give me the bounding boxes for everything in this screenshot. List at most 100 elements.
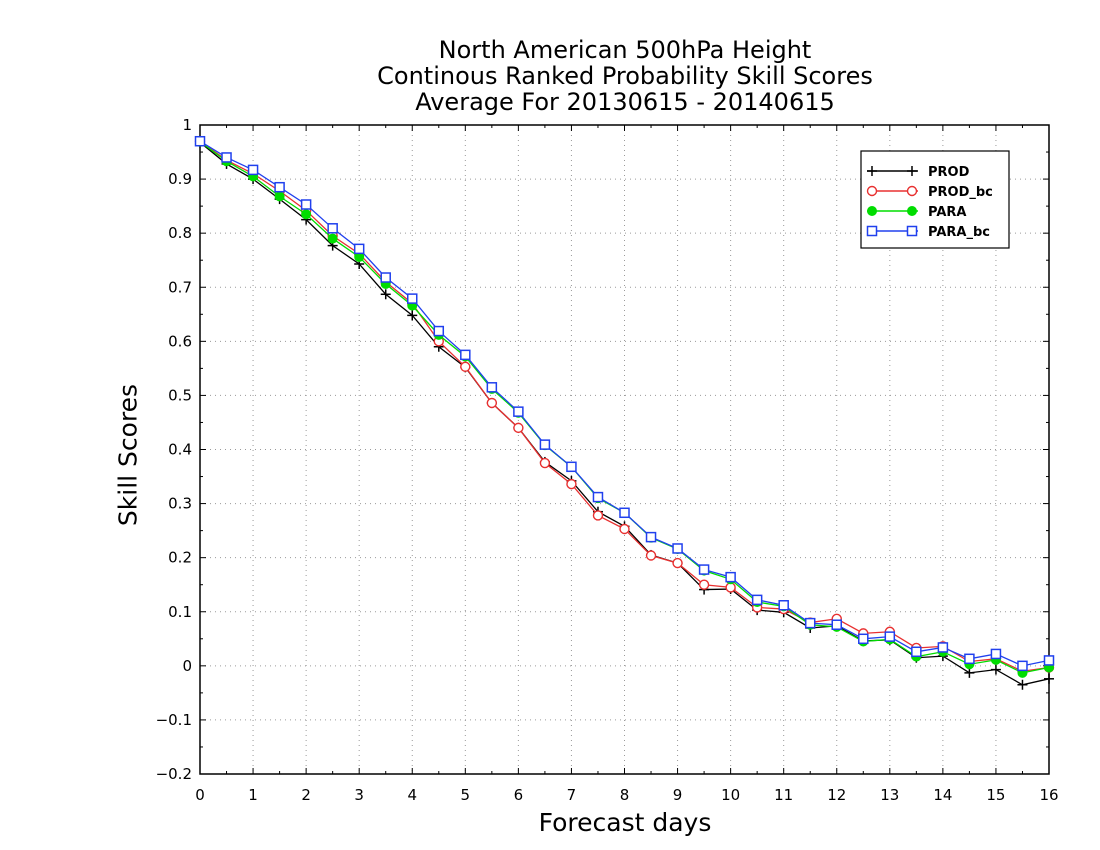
data-point [486, 382, 498, 393]
x-tick-label: 11 [774, 786, 793, 804]
data-point [990, 664, 1001, 675]
x-tick-label: 6 [514, 786, 524, 804]
x-tick-label: 10 [721, 786, 740, 804]
data-point [274, 191, 285, 202]
data-point [539, 439, 551, 450]
y-axis-label: Skill Scores [113, 383, 143, 527]
data-point [460, 361, 471, 372]
y-tick-label: −0.2 [156, 765, 192, 783]
legend-label: PROD [928, 165, 970, 180]
data-point [194, 135, 206, 147]
data-point [486, 397, 498, 409]
legend-marker [907, 166, 917, 176]
x-tick-label: 5 [461, 786, 471, 804]
y-tick-label: 0.8 [168, 224, 192, 242]
legend-entry: PARA [867, 205, 966, 220]
data-point [619, 523, 630, 535]
data-point [380, 289, 391, 300]
data-point [407, 310, 418, 321]
data-point [698, 579, 710, 590]
legend-marker [867, 166, 877, 176]
x-tick-label: 0 [195, 786, 205, 804]
y-tick-label: 0.6 [168, 332, 192, 350]
data-point [990, 648, 1002, 660]
y-tick-label: 0.3 [168, 495, 192, 513]
data-point [619, 507, 630, 519]
data-point [247, 164, 259, 176]
y-tick-label: 0.9 [168, 170, 192, 188]
chart-title-line-3: Average For 20130615 - 20140615 [415, 88, 835, 116]
data-point [778, 600, 789, 611]
data-point [327, 233, 338, 244]
chart-title-line-2: Continous Ranked Probability Skill Score… [377, 62, 873, 90]
data-point [221, 152, 232, 163]
data-point [1044, 673, 1054, 684]
legend-entry: PROD_bc [866, 185, 993, 200]
data-point [566, 461, 577, 473]
legend-marker [906, 225, 918, 237]
x-axis-label: Forecast days [538, 808, 712, 837]
x-tick-label: 15 [986, 786, 1005, 804]
legend-label: PARA [928, 205, 966, 220]
data-point [353, 243, 365, 255]
y-tick-label: 0.7 [168, 278, 192, 296]
x-tick-label: 2 [301, 786, 311, 804]
data-point [884, 631, 896, 642]
legend-marker [867, 206, 877, 216]
data-point [672, 543, 683, 554]
data-point [300, 199, 312, 210]
data-point [804, 617, 816, 629]
data-point [645, 531, 657, 543]
x-tick-label: 9 [673, 786, 683, 804]
data-point [858, 633, 869, 645]
x-tick-label: 4 [407, 786, 417, 804]
series-para-bc [194, 135, 1055, 672]
data-point [274, 181, 285, 193]
x-tick-label: 8 [620, 786, 630, 804]
x-tick-label: 7 [567, 786, 577, 804]
chart-title-line-1: North American 500hPa Height [438, 36, 812, 64]
x-tick-label: 1 [248, 786, 258, 804]
x-tick-label: 14 [933, 786, 952, 804]
data-point [566, 478, 577, 490]
data-point [592, 510, 604, 521]
y-tick-label: 0.1 [168, 603, 192, 621]
legend-entry: PARA_bc [866, 225, 990, 240]
x-tick-label: 12 [827, 786, 846, 804]
x-tick-label: 16 [1039, 786, 1058, 804]
data-point [301, 209, 312, 220]
data-point [751, 594, 763, 606]
data-point [725, 571, 736, 583]
axis-ticks: 0 1 2 3 4 5 6 7 8 9 10 11 12 13 14 15 16−0.2−0.100.10.20… [156, 116, 1059, 804]
data-point [964, 653, 975, 665]
data-point [592, 491, 604, 503]
legend-marker [906, 185, 918, 197]
data-point [407, 293, 418, 304]
legend-marker [907, 206, 917, 216]
y-tick-label: −0.1 [156, 711, 192, 729]
legend-label: PARA_bc [928, 225, 990, 240]
x-tick-label: 13 [880, 786, 899, 804]
legend-entry: PROD [867, 165, 970, 180]
data-point [327, 223, 338, 234]
legend-label: PROD_bc [928, 185, 993, 200]
data-point [911, 646, 922, 658]
x-tick-label: 3 [354, 786, 364, 804]
data-point [964, 667, 975, 678]
data-point [513, 406, 524, 417]
data-point [1017, 660, 1028, 672]
data-point [1017, 679, 1028, 690]
data-point [937, 642, 949, 653]
data-series [194, 135, 1055, 690]
y-tick-label: 1 [182, 116, 192, 134]
data-point [460, 349, 471, 361]
legend-marker [866, 185, 878, 197]
data-point [433, 325, 445, 337]
data-point [380, 272, 391, 283]
data-point [645, 550, 657, 561]
y-tick-label: 0.4 [168, 441, 192, 459]
y-tick-label: 0 [182, 657, 192, 675]
data-point [831, 619, 842, 630]
data-point [672, 557, 683, 569]
